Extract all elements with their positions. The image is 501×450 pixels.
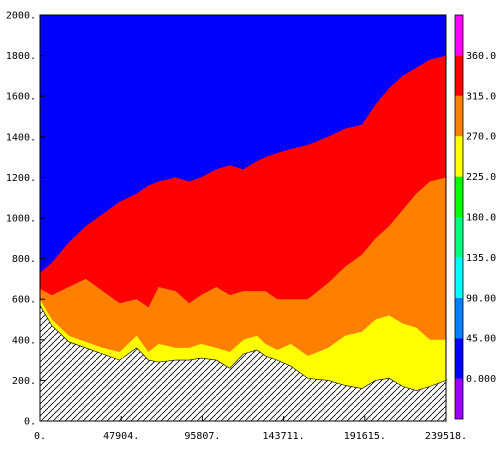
contour-band-270: [40, 299, 446, 391]
y-tick-label: 600.: [12, 295, 36, 306]
colorbar-swatch: [455, 15, 463, 56]
axes: 0. 200. 400. 600. 800. 1000. 1200. 1400. 1600. 18…: [6, 11, 467, 443]
colorbar-swatch: [455, 297, 463, 339]
y-tick-label: 1400.: [6, 132, 36, 143]
colorbar-label: 360.0: [466, 51, 496, 62]
colorbar-label: 45.00: [466, 334, 496, 345]
x-tick-label: 95807.: [184, 431, 220, 442]
x-tick-label: 191615.: [344, 431, 386, 442]
colorbar-swatch: [455, 257, 463, 298]
colorbar-swatch: [455, 217, 463, 258]
colorbar-label: 270.0: [466, 132, 496, 143]
y-tick-label: 1600.: [6, 92, 36, 103]
colorbar-swatch: [455, 55, 463, 96]
y-tick-label: 1000.: [6, 214, 36, 225]
y-tick-label: 2000.: [6, 11, 36, 22]
plot-area: [39, 15, 447, 422]
x-tick-label: 47904.: [103, 431, 139, 442]
y-tick-label: 200.: [12, 376, 36, 387]
terrain-hatch: [39, 304, 447, 422]
colorbar-frame: [454, 14, 464, 420]
y-tick-label: 1800.: [6, 51, 36, 62]
colorbar-label: 315.0: [466, 91, 496, 102]
y-tick-label: 400.: [12, 335, 36, 346]
colorbar: 0.000 45.00 90.00 135.0 180.0 225.0 270.0 315.0…: [454, 14, 496, 420]
y-tick-label: 1200.: [6, 173, 36, 184]
colorbar-swatch: [455, 95, 463, 137]
colorbar-swatch: [455, 136, 463, 177]
x-tick-label: 239518.: [425, 431, 467, 442]
colorbar-swatch: [455, 378, 463, 419]
y-tick-label: 800.: [12, 254, 36, 265]
colorbar-label: 90.00: [466, 293, 496, 304]
colorbar-label: 0.000: [466, 374, 496, 385]
colorbar-label: 180.0: [466, 213, 496, 224]
colorbar-swatch: [455, 176, 463, 217]
x-tick-label: 0.: [34, 431, 46, 442]
colorbar-label: 225.0: [466, 172, 496, 183]
colorbar-label: 135.0: [466, 253, 496, 264]
colorbar-swatch: [455, 338, 463, 379]
y-tick-label: 0.: [24, 417, 36, 428]
x-tick-label: 143711.: [263, 431, 305, 442]
